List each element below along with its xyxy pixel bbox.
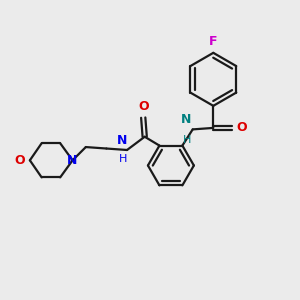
Text: F: F: [209, 34, 218, 47]
Text: O: O: [138, 100, 148, 113]
Text: N: N: [68, 154, 78, 167]
Text: H: H: [119, 154, 128, 164]
Text: N: N: [117, 134, 128, 147]
Text: H: H: [183, 135, 191, 145]
Text: N: N: [181, 113, 191, 126]
Text: O: O: [14, 154, 25, 167]
Text: O: O: [237, 122, 247, 134]
